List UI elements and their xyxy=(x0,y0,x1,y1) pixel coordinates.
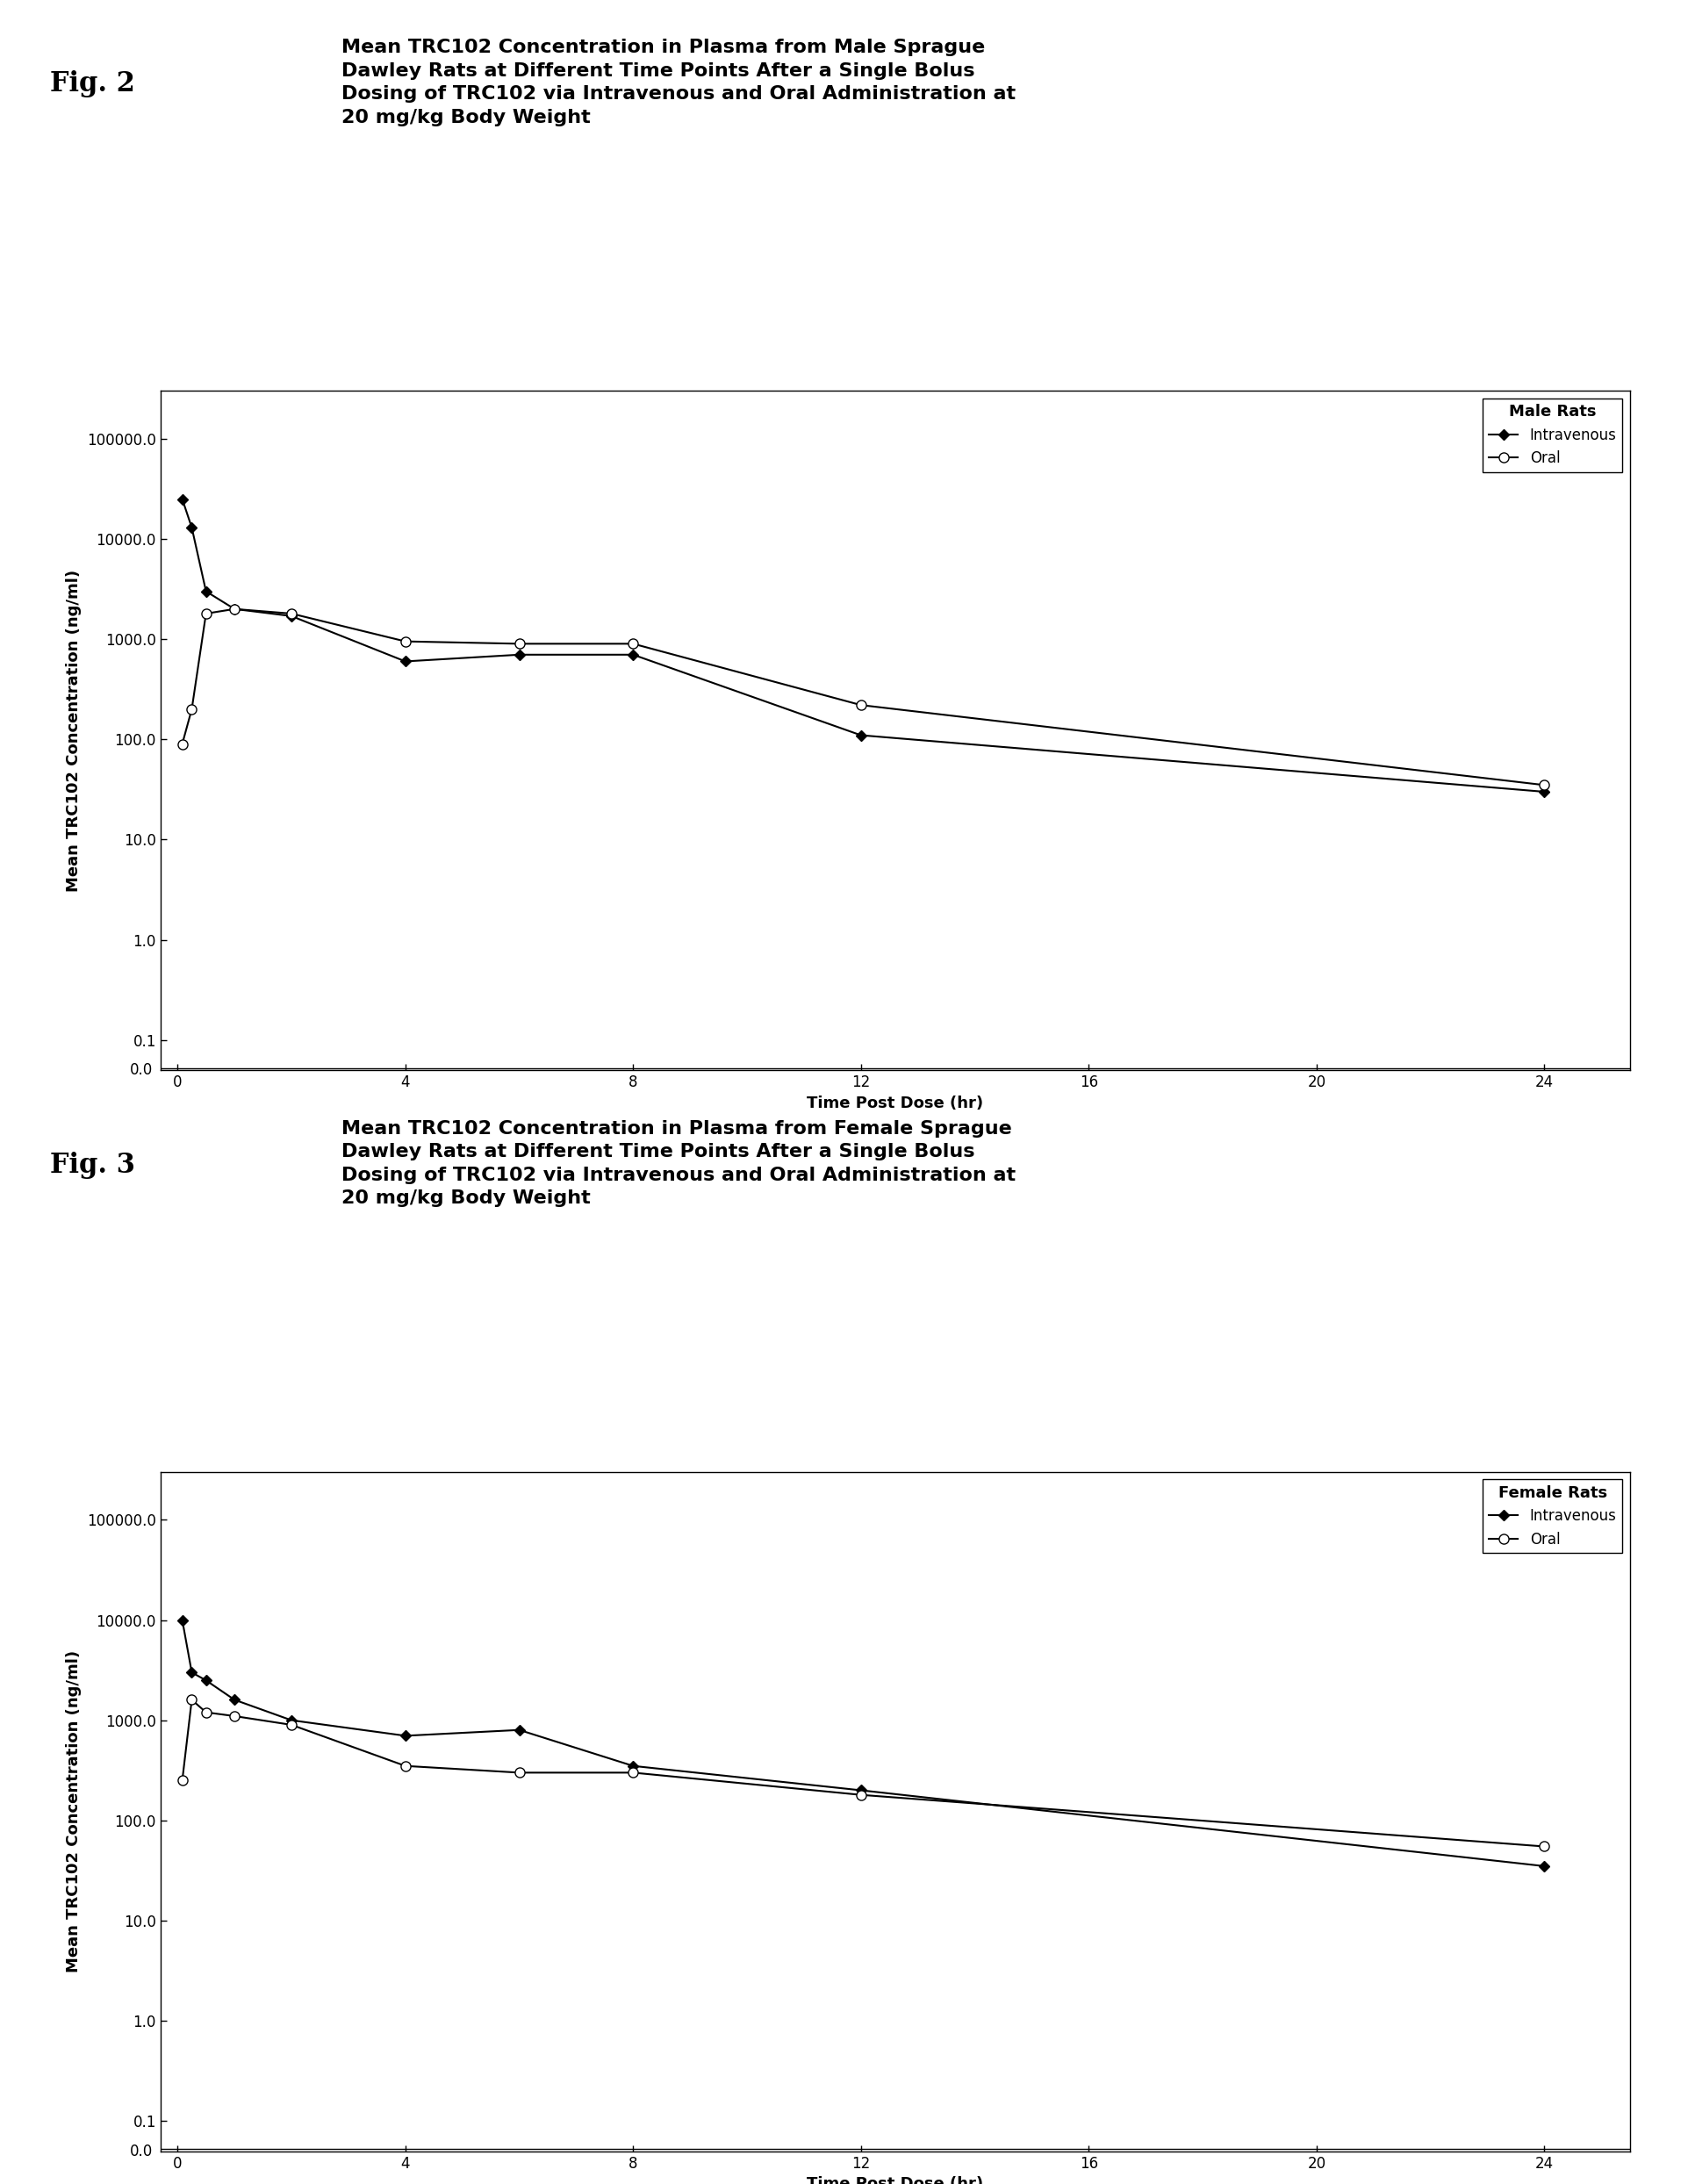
Intravenous xyxy=(395,649,415,675)
Oral xyxy=(172,732,192,758)
Line: Intravenous: Intravenous xyxy=(179,496,1548,795)
Intravenous xyxy=(172,487,192,513)
Intravenous xyxy=(182,515,203,542)
Oral xyxy=(225,1704,245,1730)
Intravenous xyxy=(225,1686,245,1712)
Oral xyxy=(851,1782,871,1808)
Oral xyxy=(282,601,302,627)
Text: Fig. 3: Fig. 3 xyxy=(51,1151,135,1179)
Intravenous xyxy=(508,1717,528,1743)
Oral xyxy=(172,1767,192,1793)
Intravenous xyxy=(225,596,245,622)
Intravenous xyxy=(196,1666,216,1693)
Oral xyxy=(182,1686,203,1712)
Intravenous xyxy=(172,1607,192,1634)
Line: Oral: Oral xyxy=(177,605,1548,791)
Intravenous xyxy=(851,723,871,749)
Oral xyxy=(508,1760,528,1787)
X-axis label: Time Post Dose (hr): Time Post Dose (hr) xyxy=(807,1094,982,1112)
Text: Mean TRC102 Concentration in Plasma from Male Sprague
Dawley Rats at Different T: Mean TRC102 Concentration in Plasma from… xyxy=(341,39,1016,127)
Oral xyxy=(1533,1832,1553,1859)
Line: Intravenous: Intravenous xyxy=(179,1616,1548,1870)
Oral xyxy=(508,631,528,657)
Oral xyxy=(196,601,216,627)
Oral xyxy=(282,1712,302,1738)
Oral xyxy=(395,629,415,655)
Legend: Intravenous, Oral: Intravenous, Oral xyxy=(1482,1479,1622,1553)
Oral xyxy=(623,631,643,657)
Y-axis label: Mean TRC102 Concentration (ng/ml): Mean TRC102 Concentration (ng/ml) xyxy=(66,570,83,891)
Oral xyxy=(182,697,203,723)
Intravenous xyxy=(1533,780,1553,806)
Oral xyxy=(196,1699,216,1725)
Y-axis label: Mean TRC102 Concentration (ng/ml): Mean TRC102 Concentration (ng/ml) xyxy=(66,1651,83,1972)
Text: Fig. 2: Fig. 2 xyxy=(51,70,135,98)
Line: Oral: Oral xyxy=(177,1695,1548,1852)
Oral xyxy=(395,1754,415,1780)
Intravenous xyxy=(395,1723,415,1749)
Intravenous xyxy=(1533,1852,1553,1878)
Intravenous xyxy=(196,579,216,605)
Intravenous xyxy=(182,1660,203,1686)
Oral xyxy=(1533,771,1553,797)
Oral xyxy=(623,1760,643,1787)
Intravenous xyxy=(508,642,528,668)
Intravenous xyxy=(851,1778,871,1804)
Intravenous xyxy=(623,1754,643,1780)
Intravenous xyxy=(282,1708,302,1734)
Text: 0.0: 0.0 xyxy=(130,1061,154,1079)
Legend: Intravenous, Oral: Intravenous, Oral xyxy=(1482,397,1622,472)
Intravenous xyxy=(623,642,643,668)
Intravenous xyxy=(282,603,302,629)
Oral xyxy=(851,692,871,719)
Text: 0.0: 0.0 xyxy=(130,2143,154,2160)
X-axis label: Time Post Dose (hr): Time Post Dose (hr) xyxy=(807,2175,982,2184)
Text: Mean TRC102 Concentration in Plasma from Female Sprague
Dawley Rats at Different: Mean TRC102 Concentration in Plasma from… xyxy=(341,1120,1016,1208)
Oral xyxy=(225,596,245,622)
